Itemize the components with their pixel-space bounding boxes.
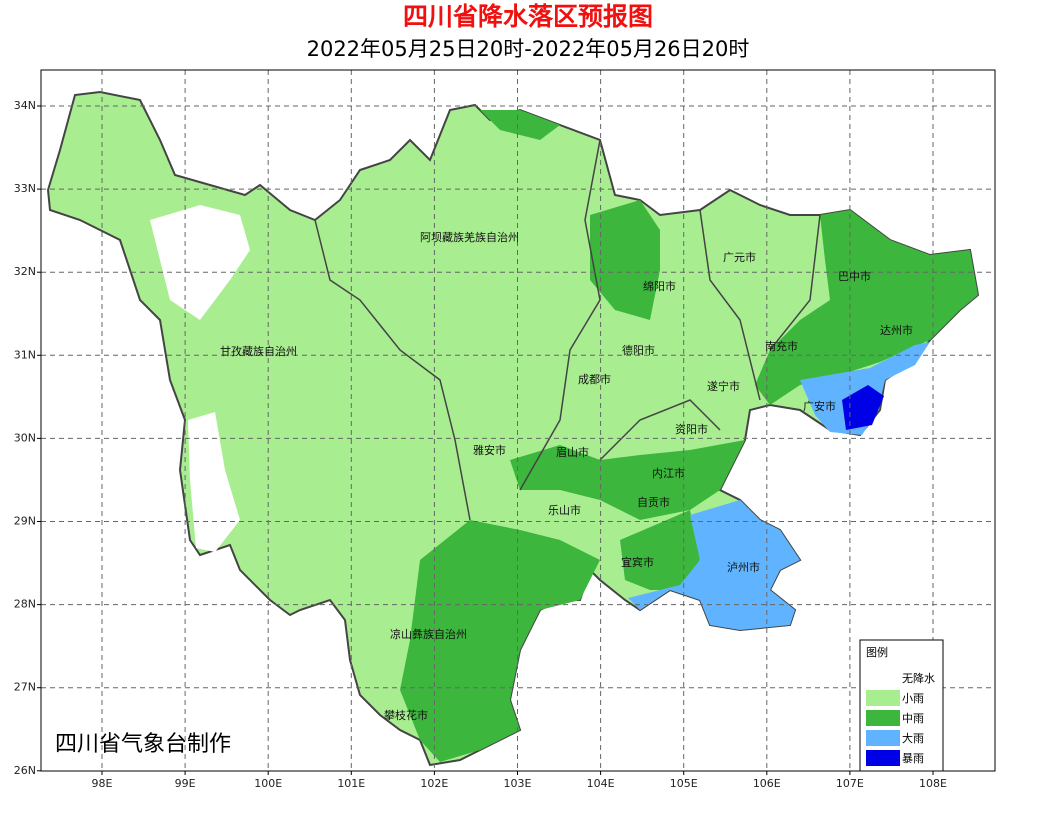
- legend-title: 图例: [866, 645, 888, 659]
- region-label: 绵阳市: [643, 279, 676, 293]
- legend-label: 小雨: [902, 692, 924, 705]
- legend-label: 大雨: [902, 731, 924, 745]
- region-label: 德阳市: [622, 343, 655, 357]
- no-rain-area: [188, 412, 240, 552]
- legend-swatch: [866, 730, 900, 746]
- lon-tick-label: 103E: [504, 777, 532, 790]
- region-label: 广安市: [803, 399, 836, 413]
- moderate-rain-area: [400, 520, 600, 762]
- region-label: 凉山彝族自治州: [390, 627, 467, 641]
- region-label: 雅安市: [473, 443, 506, 457]
- region-label: 遂宁市: [707, 379, 740, 393]
- lon-tick-label: 98E: [92, 777, 113, 790]
- region-label: 乐山市: [548, 503, 581, 517]
- heavy-rain-area: [628, 500, 800, 630]
- region-label: 巴中市: [838, 269, 871, 283]
- lon-tick-label: 107E: [836, 777, 864, 790]
- region-label: 达州市: [880, 323, 913, 337]
- map-shapes: [46, 90, 980, 767]
- lat-tick-label: 32N: [14, 265, 36, 278]
- lon-tick-label: 99E: [175, 777, 196, 790]
- legend-swatch: [866, 710, 900, 726]
- no-rain-area: [150, 205, 250, 320]
- legend-swatch: [866, 690, 900, 706]
- lon-tick-label: 108E: [919, 777, 947, 790]
- lat-tick-label: 28N: [14, 598, 36, 611]
- moderate-rain-area: [510, 440, 745, 520]
- lon-tick-label: 100E: [254, 777, 282, 790]
- lon-tick-label: 102E: [420, 777, 448, 790]
- region-label: 资阳市: [675, 422, 708, 436]
- lon-tick-label: 101E: [337, 777, 365, 790]
- lat-tick-label: 33N: [14, 182, 36, 195]
- lon-tick-label: 104E: [587, 777, 615, 790]
- boundary: [519, 139, 601, 491]
- region-label: 南充市: [765, 339, 798, 353]
- lat-tick-label: 26N: [14, 764, 36, 777]
- boundary: [314, 219, 471, 521]
- lat-tick-label: 31N: [14, 348, 36, 361]
- lat-tick-label: 34N: [14, 99, 36, 112]
- region-label: 攀枝花市: [384, 708, 428, 722]
- moderate-rain-area: [590, 200, 660, 320]
- region-label: 甘孜藏族自治州: [220, 344, 297, 358]
- region-label: 眉山市: [556, 445, 589, 459]
- legend-label: 无降水: [902, 671, 935, 685]
- region-label: 宜宾市: [621, 555, 654, 569]
- graticule: 34N 33N 32N 31N 30N 29N 28N 27N 26N 98E 99E 100E 101…: [14, 70, 995, 790]
- rainstorm-area: [842, 385, 884, 430]
- legend-label: 中雨: [902, 712, 924, 725]
- region-label: 阿坝藏族羌族自治州: [420, 230, 519, 244]
- title: 四川省降水落区预报图: [403, 2, 653, 31]
- legend-label: 暴雨: [902, 752, 924, 765]
- map-frame: [40, 69, 996, 772]
- moderate-rain-area: [620, 510, 700, 590]
- region-label: 自贡市: [637, 495, 670, 509]
- legend-swatch: [866, 750, 900, 766]
- region-label: 内江市: [652, 466, 685, 480]
- moderate-rain-area: [480, 110, 560, 140]
- region-label: 泸州市: [727, 560, 760, 574]
- lon-tick-label: 105E: [670, 777, 698, 790]
- region-label: 成都市: [578, 372, 611, 386]
- lat-tick-label: 27N: [14, 681, 36, 694]
- region-label: 广元市: [723, 250, 756, 264]
- lon-tick-label: 106E: [753, 777, 781, 790]
- boundary: [599, 399, 721, 461]
- lat-tick-label: 29N: [14, 515, 36, 528]
- credit: 四川省气象台制作: [55, 732, 231, 757]
- lat-tick-label: 30N: [14, 431, 36, 444]
- boundary: [769, 214, 821, 351]
- moderate-rain-area: [755, 210, 978, 405]
- boundary: [699, 209, 761, 401]
- subtitle: 2022年05月25日20时-2022年05月26日20时: [307, 37, 750, 61]
